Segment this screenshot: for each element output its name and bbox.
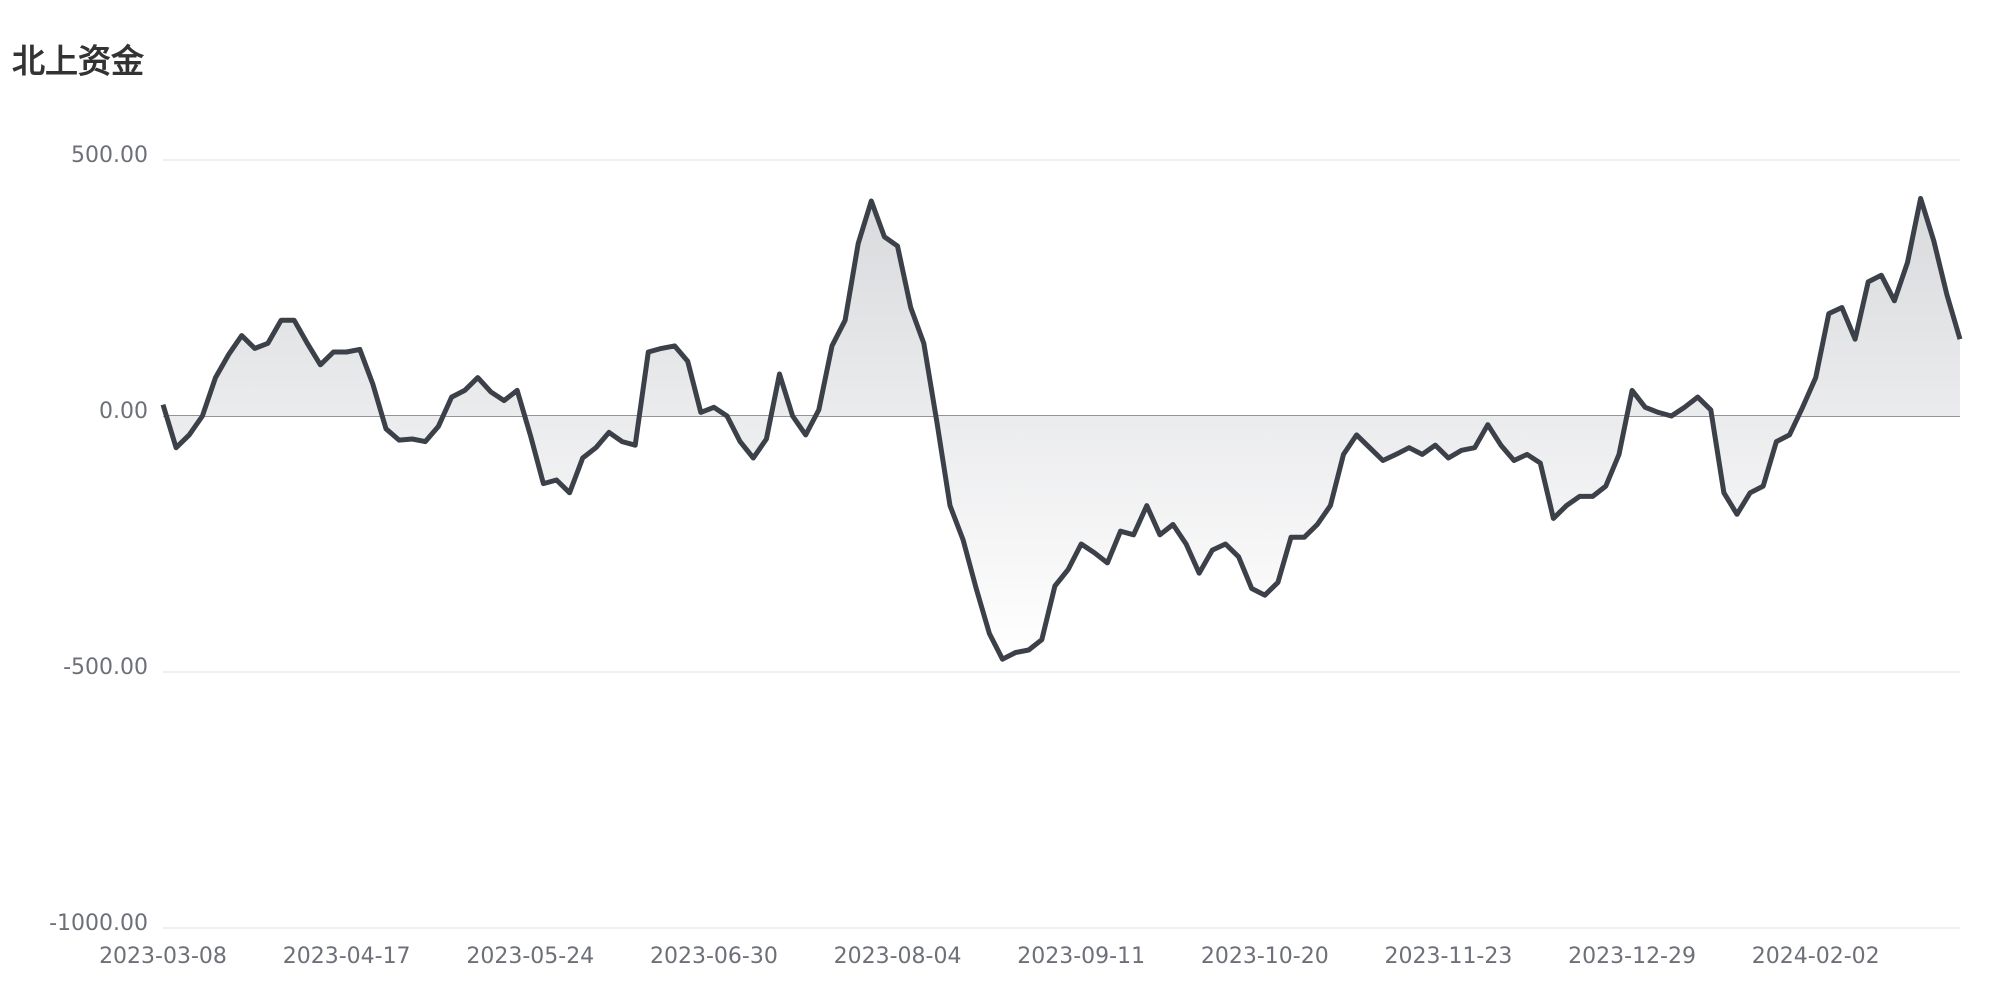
chart-title: 北上资金 <box>12 42 145 81</box>
x-tick-label: 2024-02-02 <box>1752 944 1880 969</box>
y-tick-label: -500.00 <box>63 655 148 680</box>
x-tick-label: 2023-08-04 <box>834 944 962 969</box>
y-tick-label: 500.00 <box>71 143 148 168</box>
line <box>160 195 1963 662</box>
area <box>163 198 1960 660</box>
y-tick-label: 0.00 <box>99 399 148 424</box>
x-tick-label: 2023-11-23 <box>1385 944 1513 969</box>
x-tick-label: 2023-09-11 <box>1017 944 1145 969</box>
x-tick-label: 2023-06-30 <box>650 944 778 969</box>
x-tick-label: 2023-04-17 <box>283 944 411 969</box>
x-tick-label: 2023-03-08 <box>99 944 227 969</box>
x-tick-label: 2023-05-24 <box>466 944 594 969</box>
x-tick-label: 2023-10-20 <box>1201 944 1329 969</box>
x-tick-label: 2023-12-29 <box>1568 944 1696 969</box>
y-tick-label: -1000.00 <box>49 911 148 936</box>
